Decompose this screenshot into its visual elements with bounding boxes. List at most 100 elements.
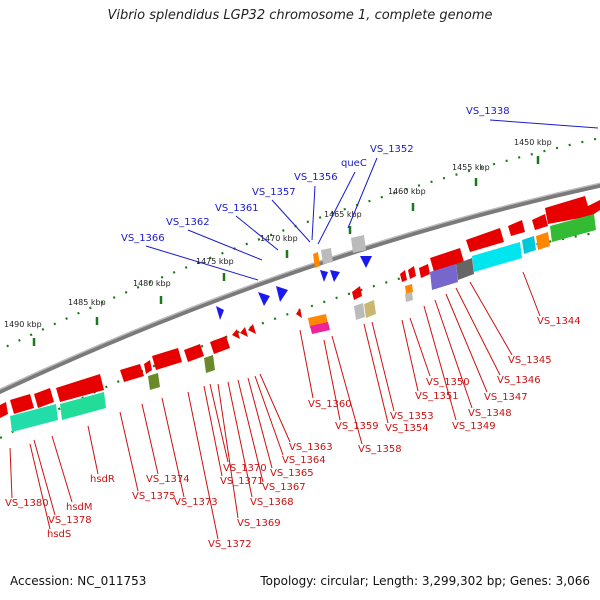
callout-line — [247, 377, 273, 469]
gene-label-vs-1345[interactable]: VS_1345 — [508, 355, 552, 366]
gene-label-vs-1361[interactable]: VS_1361 — [215, 203, 259, 214]
gene-label-vs-1374[interactable]: VS_1374 — [146, 474, 190, 485]
gene-label-vs-1338[interactable]: VS_1338 — [466, 106, 510, 117]
scale-ticks — [32, 156, 540, 346]
feature-olive — [148, 373, 160, 390]
gene-label-vs-1347[interactable]: VS_1347 — [484, 392, 528, 403]
gene-label-vs-1368[interactable]: VS_1368 — [250, 497, 294, 508]
callout-line — [434, 299, 473, 409]
gene-label-vs-1353[interactable]: VS_1353 — [390, 411, 434, 422]
feature-light-gray — [354, 303, 365, 320]
gene-arrow — [120, 364, 144, 382]
callout-line — [299, 329, 314, 399]
gene-label-vs-1375[interactable]: VS_1375 — [132, 491, 176, 502]
callout-line — [331, 335, 363, 445]
gene-label-vs-1365[interactable]: VS_1365 — [270, 468, 314, 479]
gene-label-vs-1363[interactable]: VS_1363 — [289, 442, 333, 453]
feature-light-gray — [351, 235, 366, 253]
callout-line — [145, 245, 259, 281]
feature-gray-small — [405, 292, 413, 302]
callout-line — [423, 305, 457, 421]
callout-line — [259, 373, 291, 443]
gene-label-vs-1350[interactable]: VS_1350 — [426, 377, 470, 388]
callout-line — [29, 443, 51, 530]
scale-label: 1475 kbp — [196, 257, 234, 266]
feature-gray — [456, 258, 474, 280]
gene-label-vs-1364[interactable]: VS_1364 — [282, 455, 326, 466]
gene-label-vs-1351[interactable]: VS_1351 — [415, 391, 459, 402]
gene-label-vs-1360[interactable]: VS_1360 — [308, 399, 352, 410]
gene-label-vs-1366[interactable]: VS_1366 — [121, 233, 165, 244]
gene-arrow — [56, 374, 104, 402]
gene-arrow — [184, 344, 204, 362]
feature-cyan — [522, 236, 536, 254]
callout-line — [323, 339, 341, 421]
gene-arrow — [508, 220, 525, 236]
gene-label-hsdr[interactable]: hsdR — [90, 474, 115, 485]
callout-line — [271, 199, 311, 243]
callout-line — [187, 391, 219, 540]
gene-label-vs-1367[interactable]: VS_1367 — [262, 482, 306, 493]
gene-arrow — [419, 264, 430, 278]
gene-label-vs-1373[interactable]: VS_1373 — [174, 497, 218, 508]
callout-line — [371, 321, 395, 412]
callout-line — [363, 323, 389, 424]
feature-orange-small — [405, 284, 413, 294]
feature-olive — [204, 355, 215, 373]
scale-labels: 1450 kbp 1455 kbp 1460 kbp 1465 kbp 1470 kbp… — [4, 138, 552, 329]
feature-cyan — [472, 242, 522, 272]
callout-line — [33, 439, 56, 516]
gene-label-vs-1354[interactable]: VS_1354 — [385, 423, 429, 434]
gene-label-vs-1359[interactable]: VS_1359 — [335, 421, 379, 432]
gene-label-quec[interactable]: queC — [341, 158, 367, 169]
gene-arrow — [408, 266, 416, 279]
feature-green — [550, 214, 596, 242]
gene-label-vs-1357[interactable]: VS_1357 — [252, 187, 296, 198]
callout-line — [445, 293, 488, 393]
gene-arrow — [296, 308, 302, 318]
gene-label-vs-1348[interactable]: VS_1348 — [468, 408, 512, 419]
callout-line — [237, 379, 264, 483]
gene-label-vs-1371[interactable]: VS_1371 — [220, 476, 264, 487]
scale-label: 1450 kbp — [514, 138, 552, 147]
callout-line — [119, 411, 139, 492]
gene-arrow — [430, 248, 464, 272]
gene-label-hsds[interactable]: hsdS — [47, 529, 71, 540]
features-right — [0, 196, 600, 432]
gene-label-hsdm[interactable]: hsdM — [66, 502, 93, 513]
gene-arrow — [0, 402, 8, 418]
callout-line — [347, 157, 378, 229]
callout-line — [401, 319, 419, 392]
gene-label-vs-1370[interactable]: VS_1370 — [223, 463, 267, 474]
callout-line — [311, 185, 316, 241]
scale-label: 1490 kbp — [4, 320, 42, 329]
gene-label-vs-1349[interactable]: VS_1349 — [452, 421, 496, 432]
gene-label-vs-1346[interactable]: VS_1346 — [497, 375, 541, 386]
gene-label-vs-1378[interactable]: VS_1378 — [48, 515, 92, 526]
callout-line — [469, 281, 513, 356]
callout-line — [217, 383, 239, 519]
callout-line — [187, 229, 263, 261]
gene-arrow — [144, 360, 152, 374]
gene-label-vs-1372[interactable]: VS_1372 — [208, 539, 252, 550]
scale-label: 1460 kbp — [388, 187, 426, 196]
gene-label-vs-1352[interactable]: VS_1352 — [370, 144, 414, 155]
callout-line — [161, 397, 185, 498]
callout-line — [51, 435, 73, 503]
gene-arrow — [466, 228, 504, 252]
gene-label-vs-1369[interactable]: VS_1369 — [237, 518, 281, 529]
gene-label-vs-1344[interactable]: VS_1344 — [537, 316, 581, 327]
gene-arrow-blue — [330, 270, 340, 282]
callout-line — [489, 119, 599, 129]
feature-orange — [313, 252, 320, 268]
gene-label-vs-1362[interactable]: VS_1362 — [166, 217, 210, 228]
gene-arrow-blue — [360, 256, 372, 268]
gene-arrow — [240, 327, 248, 337]
gene-arrow — [10, 394, 34, 414]
gene-label-vs-1380[interactable]: VS_1380 — [5, 498, 49, 509]
callout-line — [209, 383, 229, 463]
gene-label-vs-1356[interactable]: VS_1356 — [294, 172, 338, 183]
gene-label-vs-1358[interactable]: VS_1358 — [358, 444, 402, 455]
gene-arrow — [352, 286, 362, 300]
